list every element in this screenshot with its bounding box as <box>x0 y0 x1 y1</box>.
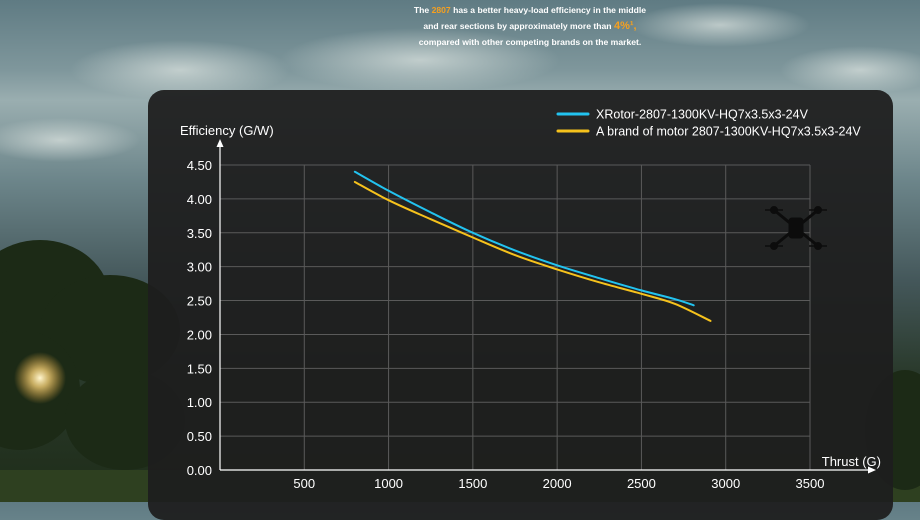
x-tick-label: 2500 <box>627 476 656 491</box>
x-tick-label: 3500 <box>796 476 825 491</box>
headline-model: 2807 <box>431 5 451 15</box>
y-tick-label: 2.00 <box>187 327 212 342</box>
headline-line-2: and rear sections by approximately more … <box>330 18 730 34</box>
legend-label: XRotor-2807-1300KV-HQ7x3.5x3-24V <box>596 108 809 122</box>
y-tick-label: 4.00 <box>187 192 212 207</box>
legend-label: A brand of motor 2807-1300KV-HQ7x3.5x3-2… <box>596 125 861 139</box>
grid <box>220 164 811 470</box>
headline-text: and rear sections by approximately more … <box>423 21 612 31</box>
x-tick-label: 1000 <box>374 476 403 491</box>
x-tick-label: 500 <box>293 476 315 491</box>
headline-line-1: The 2807 has a better heavy-load efficie… <box>330 2 730 18</box>
headline-line-3: compared with other competing brands on … <box>418 37 642 47</box>
x-tick-label: 2000 <box>543 476 572 491</box>
x-axis-arrow <box>868 466 876 474</box>
headline-percent: 4% <box>613 20 630 32</box>
headline-text: The <box>413 5 430 15</box>
chart-panel <box>148 90 893 520</box>
headline: The 2807 has a better heavy-load efficie… <box>330 2 730 50</box>
axes: 0.00 0.50 1.00 1.50 2.00 2.50 3.00 3.50 4.00 4.50… <box>180 123 881 491</box>
drone-frame <box>788 217 804 239</box>
y-axis-arrow <box>216 139 224 147</box>
sun-glow <box>14 352 66 404</box>
y-tick-label: 3.00 <box>187 260 212 275</box>
headline-footnote-mark: ¹, <box>629 20 637 32</box>
y-tick-label: 4.50 <box>187 158 212 173</box>
headline-text: has a better heavy-load efficiency in th… <box>453 5 647 15</box>
y-tick-label: 1.00 <box>187 395 212 410</box>
drone-icon <box>765 206 827 250</box>
x-axis-label: Thrust (G) <box>822 454 881 469</box>
efficiency-chart: 0.00 0.50 1.00 1.50 2.00 2.50 3.00 3.50 4.00 4.50… <box>180 108 881 491</box>
y-tick-label: 0.50 <box>187 429 212 444</box>
x-tick-label: 3000 <box>711 476 740 491</box>
series <box>353 170 712 322</box>
y-axis-label: Efficiency (G/W) <box>180 123 274 138</box>
series-line-competitor <box>353 180 712 322</box>
y-tick-label: 0.00 <box>187 463 212 478</box>
y-tick-label: 1.50 <box>187 361 212 376</box>
y-tick-label: 2.50 <box>187 294 212 309</box>
drone-body <box>765 206 827 250</box>
clouds <box>0 3 920 162</box>
y-tick-label: 3.50 <box>187 226 212 241</box>
series-line-xrotor <box>353 170 695 307</box>
x-tick-label: 1500 <box>458 476 487 491</box>
legend: XRotor-2807-1300KV-HQ7x3.5x3-24V A brand … <box>556 108 861 139</box>
